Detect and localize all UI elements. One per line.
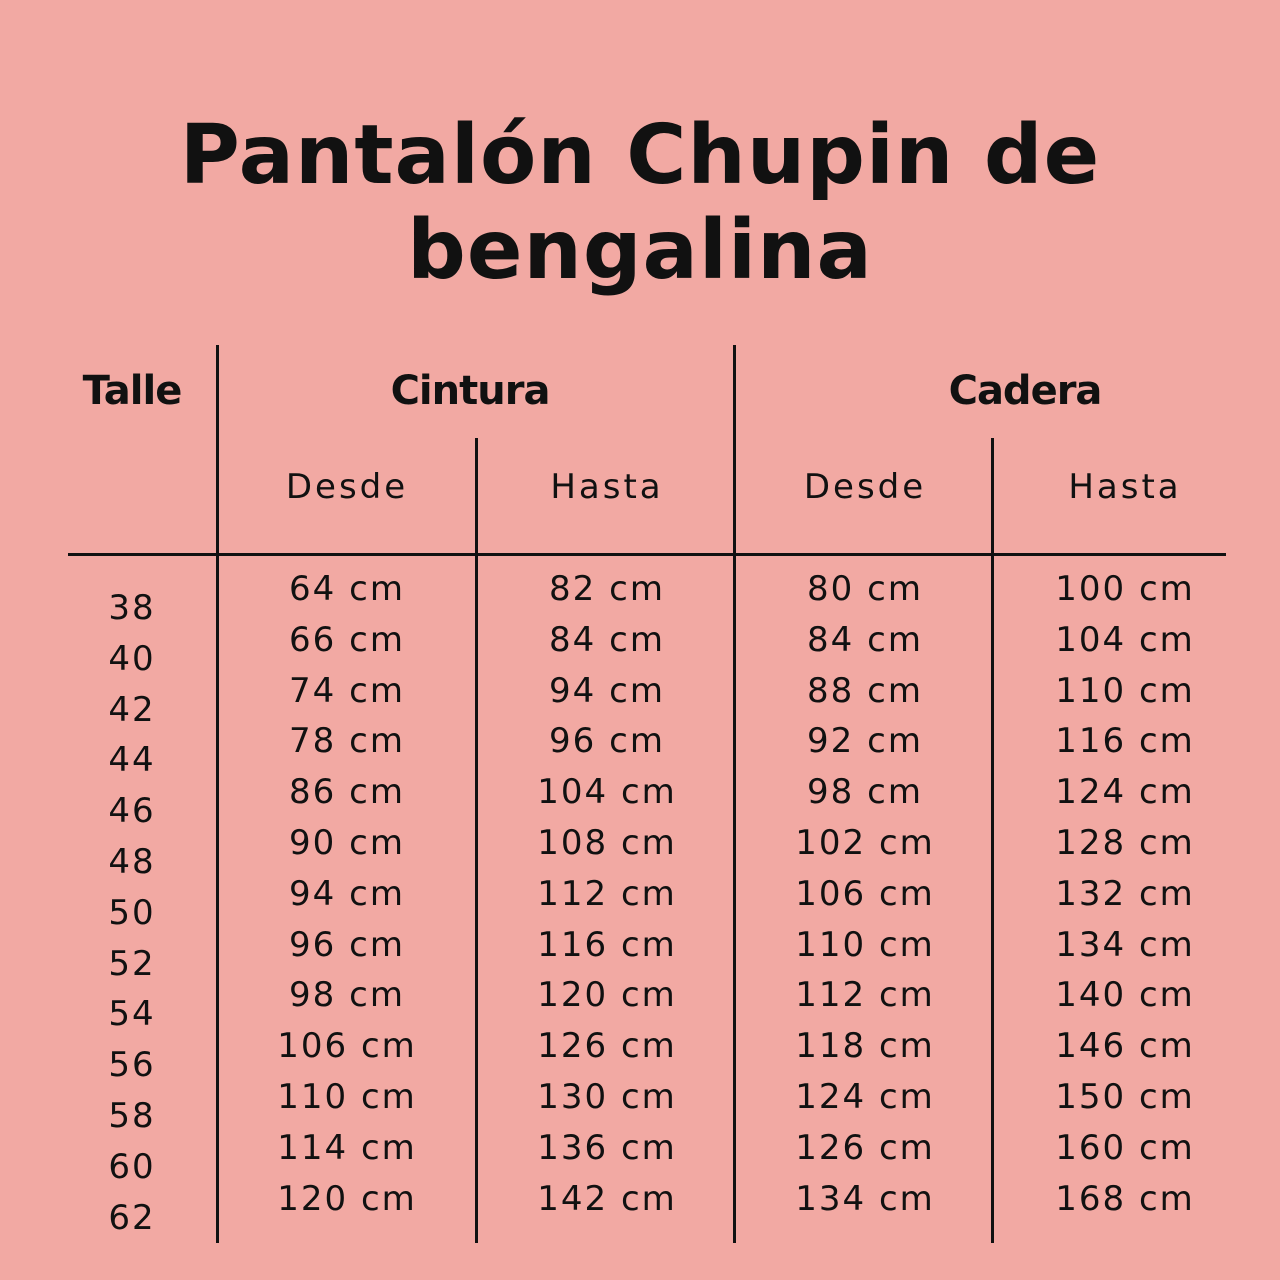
cadera-desde-cell: 80 cm [807, 569, 923, 609]
divider-cintura-cadera [733, 345, 736, 1243]
cadera-desde-cell: 124 cm [795, 1077, 935, 1117]
header-cadera-hasta: Hasta [1068, 467, 1182, 507]
cadera-desde-cell: 106 cm [795, 873, 935, 914]
cadera-hasta-cell: 150 cm [1055, 1077, 1195, 1117]
cintura-desde-cell: 74 cm [289, 670, 405, 711]
cadera-hasta-cell: 110 cm [1055, 670, 1195, 711]
talle-cell: 50 [108, 892, 156, 933]
talle-cell: 52 [108, 943, 156, 984]
cintura-desde-cell: 110 cm [277, 1077, 417, 1117]
cadera-desde-cell: 84 cm [807, 619, 923, 660]
cintura-desde-cell: 64 cm [289, 569, 405, 609]
cintura-desde-cell: 114 cm [277, 1127, 417, 1168]
cintura-hasta-cell: 126 cm [537, 1026, 677, 1067]
cintura-desde-cell: 78 cm [289, 721, 405, 762]
cadera-hasta-cell: 104 cm [1055, 619, 1195, 660]
cadera-desde-cell: 92 cm [807, 721, 923, 762]
cadera-hasta-cell: 124 cm [1055, 772, 1195, 813]
cintura-hasta-cell: 108 cm [537, 823, 677, 863]
cintura-desde-cell: 98 cm [289, 975, 405, 1016]
cadera-hasta-cell: 132 cm [1055, 873, 1195, 914]
cadera-hasta-cell: 140 cm [1055, 975, 1195, 1016]
divider-talle [216, 345, 219, 1243]
cintura-hasta-cell: 96 cm [549, 721, 665, 762]
cintura-hasta-cell: 136 cm [537, 1127, 677, 1168]
talle-cell: 48 [108, 842, 156, 882]
cadera-hasta-cell: 128 cm [1055, 823, 1195, 863]
header-cintura: Cintura [390, 368, 551, 414]
cadera-desde-cell: 98 cm [807, 772, 923, 813]
cintura-hasta-cell: 94 cm [549, 670, 665, 711]
header-cintura-desde: Desde [285, 467, 409, 507]
cadera-desde-cell: 112 cm [795, 975, 935, 1016]
cadera-hasta-cell: 146 cm [1055, 1026, 1195, 1067]
talle-cell: 42 [108, 689, 156, 730]
cintura-desde-cell: 106 cm [277, 1026, 417, 1067]
talle-cell: 56 [108, 1045, 156, 1086]
cadera-hasta-cell: 116 cm [1055, 721, 1195, 762]
cadera-hasta-cell: 100 cm [1055, 569, 1195, 609]
cintura-hasta-cell: 84 cm [549, 619, 665, 660]
cintura-desde-cell: 66 cm [289, 619, 405, 660]
page-title: Pantalón Chupin de bengalina [179, 108, 1101, 298]
talle-cell: 44 [108, 740, 156, 781]
cintura-desde-cell: 94 cm [289, 873, 405, 914]
talle-cell: 60 [108, 1146, 156, 1187]
cintura-hasta-cell: 116 cm [537, 924, 677, 965]
cadera-desde-cell: 88 cm [807, 670, 923, 711]
cintura-hasta-cell: 82 cm [549, 569, 665, 609]
cadera-desde-cell: 118 cm [795, 1026, 935, 1067]
header-talle: Talle [82, 368, 183, 414]
cintura-desde-cell: 90 cm [289, 823, 405, 863]
header-cadera-desde: Desde [803, 467, 927, 507]
cintura-hasta-cell: 104 cm [537, 772, 677, 813]
divider-cadera-desde-hasta [991, 438, 994, 1243]
cintura-desde-cell: 120 cm [277, 1178, 417, 1219]
talle-cell: 46 [108, 791, 156, 832]
talle-cell: 54 [108, 994, 156, 1035]
divider-cintura-desde-hasta [475, 438, 478, 1243]
cintura-hasta-cell: 112 cm [537, 873, 677, 914]
cintura-hasta-cell: 142 cm [537, 1178, 677, 1219]
cadera-hasta-cell: 168 cm [1055, 1178, 1195, 1219]
cintura-hasta-cell: 120 cm [537, 975, 677, 1016]
talle-cell: 58 [108, 1096, 156, 1136]
cadera-desde-cell: 110 cm [795, 924, 935, 965]
header-cadera: Cadera [948, 368, 1103, 414]
cintura-desde-cell: 86 cm [289, 772, 405, 813]
cadera-hasta-cell: 134 cm [1055, 924, 1195, 965]
cadera-desde-cell: 134 cm [795, 1178, 935, 1219]
header-cintura-hasta: Hasta [550, 467, 664, 507]
talle-cell: 38 [108, 588, 156, 628]
talle-cell: 62 [108, 1197, 156, 1238]
cadera-desde-cell: 102 cm [795, 823, 935, 863]
header-divider [68, 553, 1226, 556]
cintura-desde-cell: 96 cm [289, 924, 405, 965]
cadera-hasta-cell: 160 cm [1055, 1127, 1195, 1168]
talle-cell: 40 [108, 638, 156, 679]
cintura-hasta-cell: 130 cm [537, 1077, 677, 1117]
cadera-desde-cell: 126 cm [795, 1127, 935, 1168]
